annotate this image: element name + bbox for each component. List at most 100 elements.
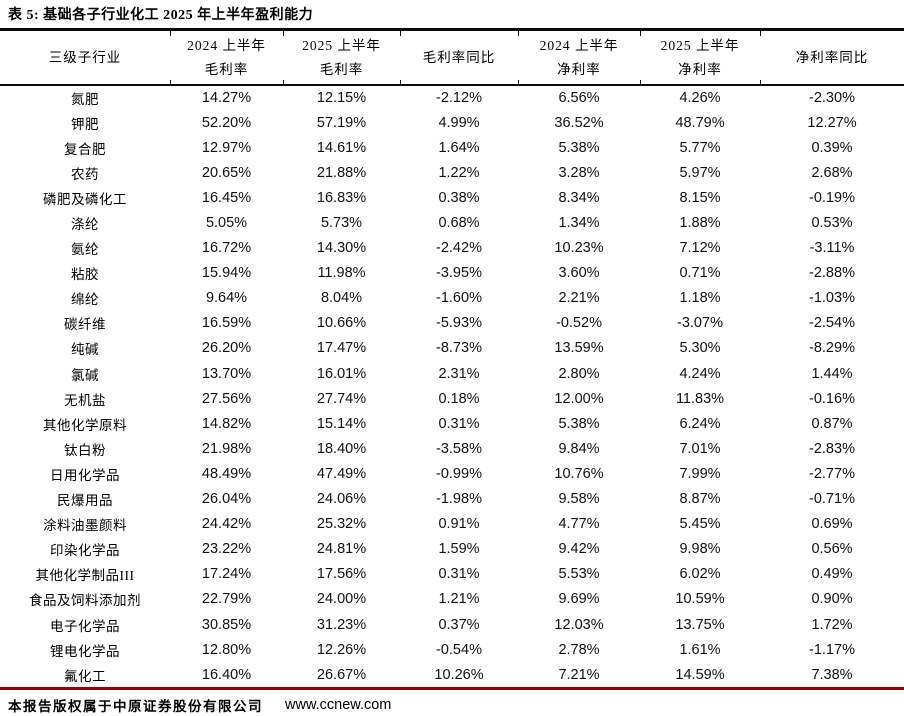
gross-margin-2025-cell: 24.06% <box>316 491 367 508</box>
profitability-table: 三级子行业 2024 上半年 毛利率 2025 上半年 毛利率 毛利率同比 20… <box>0 31 904 687</box>
industry-name-cell: 氟化工 <box>64 668 106 684</box>
industry-name-cell: 氮肥 <box>71 92 99 108</box>
net-margin-2025-cell: 4.24% <box>679 365 721 382</box>
table-row: 碳纤维 16.59% 10.66% -5.93% -0.52% -3.07% -… <box>0 311 904 336</box>
net-margin-yoy-cell: -0.19% <box>809 189 855 206</box>
net-margin-2024-cell: 2.80% <box>558 365 600 382</box>
net-margin-yoy-cell: -2.77% <box>809 465 855 482</box>
gross-margin-2024-cell: 48.49% <box>201 465 252 482</box>
net-margin-2025-cell: 14.59% <box>675 666 725 683</box>
gross-margin-2025-cell: 14.61% <box>316 139 367 156</box>
net-margin-yoy-cell: -2.54% <box>809 315 855 332</box>
industry-name-cell: 磷肥及磷化工 <box>43 191 127 207</box>
gross-margin-2024-cell: 5.05% <box>205 215 248 232</box>
net-margin-2024-cell: 5.38% <box>558 139 600 156</box>
gross-margin-2024-cell: 12.80% <box>201 641 252 658</box>
table-row: 食品及饲料添加剂 22.79% 24.00% 1.21% 9.69% 10.59… <box>0 587 904 612</box>
gross-margin-2024-cell: 22.79% <box>201 591 252 608</box>
col-header-2024-gross-margin: 2024 上半年 毛利率 <box>169 31 283 86</box>
table-row: 绵纶 9.64% 8.04% -1.60% 2.21% 1.18% -1.03% <box>0 286 904 311</box>
gross-margin-2024-cell: 17.24% <box>201 566 252 583</box>
col-header-net-margin-yoy: 净利率同比 <box>759 31 904 86</box>
gross-margin-2024-cell: 16.40% <box>201 666 252 683</box>
header-label: 毛利率同比 <box>422 49 496 65</box>
gross-margin-2024-cell: 15.94% <box>201 265 252 282</box>
gross-margin-yoy-cell: -2.12% <box>436 90 482 107</box>
gross-margin-yoy-cell: 0.38% <box>438 189 480 206</box>
net-margin-2024-cell: 9.69% <box>558 591 600 608</box>
industry-name-cell: 印染化学品 <box>50 543 120 559</box>
gross-margin-2025-cell: 10.66% <box>316 315 367 332</box>
industry-name-cell: 食品及饲料添加剂 <box>29 593 141 609</box>
gross-margin-2024-cell: 20.65% <box>201 164 252 181</box>
header-label-line2: 毛利率 <box>204 61 249 77</box>
industry-name-cell: 其他化学制品III <box>35 568 135 584</box>
gross-margin-2025-cell: 57.19% <box>316 114 367 131</box>
net-margin-2025-cell: 5.97% <box>679 164 721 181</box>
net-margin-2024-cell: 3.28% <box>558 164 600 181</box>
net-margin-2025-cell: 0.71% <box>679 265 721 282</box>
industry-name-cell: 无机盐 <box>64 392 106 408</box>
gross-margin-yoy-cell: 0.18% <box>438 390 480 407</box>
table-row: 民爆用品 26.04% 24.06% -1.98% 9.58% 8.87% -0… <box>0 487 904 512</box>
net-margin-2025-cell: -3.07% <box>677 315 723 332</box>
header-row: 三级子行业 2024 上半年 毛利率 2025 上半年 毛利率 毛利率同比 20… <box>0 31 904 86</box>
net-margin-2024-cell: 2.78% <box>558 641 600 658</box>
gross-margin-yoy-cell: 1.21% <box>438 591 480 608</box>
gross-margin-2024-cell: 24.42% <box>201 516 252 533</box>
net-margin-2025-cell: 48.79% <box>675 114 725 131</box>
table-body: 氮肥 14.27% 12.15% -2.12% 6.56% 4.26% -2.3… <box>0 85 904 687</box>
table-row: 日用化学品 48.49% 47.49% -0.99% 10.76% 7.99% … <box>0 461 904 486</box>
gross-margin-yoy-cell: 0.91% <box>438 516 480 533</box>
industry-name-cell: 复合肥 <box>64 141 106 157</box>
gross-margin-yoy-cell: -1.60% <box>436 290 482 307</box>
table-top-rule <box>0 28 904 31</box>
table-row: 农药 20.65% 21.88% 1.22% 3.28% 5.97% 2.68% <box>0 160 904 185</box>
table-row: 复合肥 12.97% 14.61% 1.64% 5.38% 5.77% 0.39… <box>0 135 904 160</box>
gross-margin-yoy-cell: 1.64% <box>438 139 480 156</box>
table-row: 氨纶 16.72% 14.30% -2.42% 10.23% 7.12% -3.… <box>0 236 904 261</box>
gross-margin-2024-cell: 12.97% <box>201 139 252 156</box>
gross-margin-yoy-cell: 0.31% <box>438 566 480 583</box>
net-margin-yoy-cell: 0.69% <box>811 516 853 533</box>
gross-margin-2024-cell: 26.04% <box>201 491 252 508</box>
table-row: 氟化工 16.40% 26.67% 10.26% 7.21% 14.59% 7.… <box>0 662 904 687</box>
net-margin-2025-cell: 1.88% <box>679 215 721 232</box>
net-margin-2024-cell: 7.21% <box>558 666 600 683</box>
gross-margin-2025-cell: 8.04% <box>320 290 363 307</box>
net-margin-2025-cell: 5.45% <box>679 516 721 533</box>
net-margin-2024-cell: 1.34% <box>558 215 600 232</box>
net-margin-2025-cell: 7.01% <box>679 440 721 457</box>
net-margin-yoy-cell: 0.90% <box>811 591 853 608</box>
net-margin-2025-cell: 6.24% <box>679 415 721 432</box>
net-margin-yoy-cell: 0.39% <box>811 139 853 156</box>
gross-margin-2024-cell: 52.20% <box>201 114 252 131</box>
table-row: 氯碱 13.70% 16.01% 2.31% 2.80% 4.24% 1.44% <box>0 361 904 386</box>
gross-margin-yoy-cell: 4.99% <box>438 114 480 131</box>
gross-margin-yoy-cell: -1.98% <box>436 491 482 508</box>
industry-name-cell: 钛白粉 <box>64 442 106 458</box>
net-margin-2024-cell: 12.03% <box>554 616 604 633</box>
table-row: 其他化学原料 14.82% 15.14% 0.31% 5.38% 6.24% 0… <box>0 411 904 436</box>
net-margin-2025-cell: 13.75% <box>675 616 725 633</box>
net-margin-yoy-cell: -0.16% <box>809 390 855 407</box>
net-margin-2025-cell: 8.87% <box>679 491 721 508</box>
net-margin-2024-cell: 2.21% <box>558 290 600 307</box>
header-label-line1: 2024 上半年 <box>187 37 266 53</box>
gross-margin-2024-cell: 30.85% <box>201 616 252 633</box>
industry-name-cell: 涂料油墨颜料 <box>43 518 127 534</box>
table-header: 三级子行业 2024 上半年 毛利率 2025 上半年 毛利率 毛利率同比 20… <box>0 31 904 86</box>
header-label: 三级子行业 <box>48 49 122 65</box>
gross-margin-2025-cell: 26.67% <box>316 666 367 683</box>
industry-name-cell: 其他化学原料 <box>43 417 127 433</box>
gross-margin-2024-cell: 16.72% <box>201 240 252 257</box>
gross-margin-2025-cell: 47.49% <box>316 465 367 482</box>
gross-margin-2024-cell: 16.59% <box>201 315 252 332</box>
industry-name-cell: 氨纶 <box>71 242 99 258</box>
gross-margin-2025-cell: 31.23% <box>316 616 367 633</box>
table-row: 磷肥及磷化工 16.45% 16.83% 0.38% 8.34% 8.15% -… <box>0 185 904 210</box>
gross-margin-2025-cell: 17.47% <box>316 340 367 357</box>
gross-margin-2024-cell: 16.45% <box>201 189 252 206</box>
net-margin-2024-cell: 9.42% <box>558 541 600 558</box>
net-margin-yoy-cell: -1.03% <box>809 290 855 307</box>
